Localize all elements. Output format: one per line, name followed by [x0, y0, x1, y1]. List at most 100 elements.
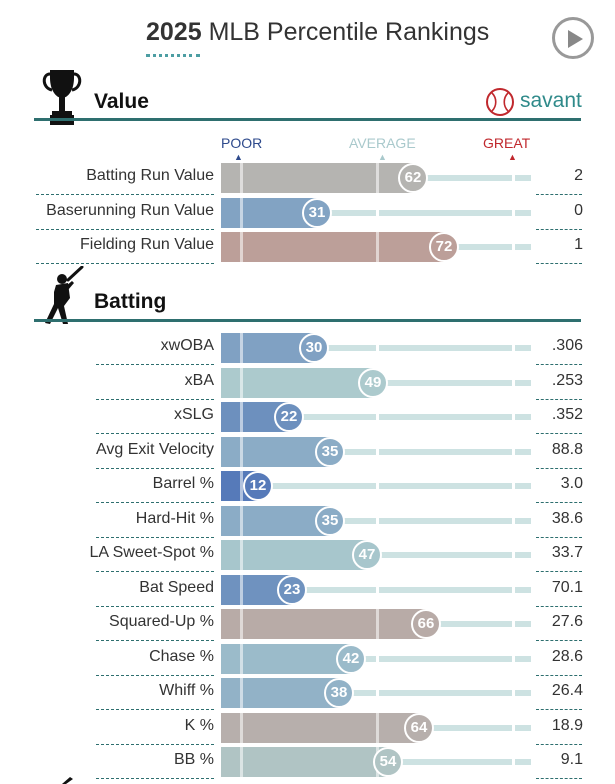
- metric-row[interactable]: Bat Speed 23 70.1: [0, 573, 615, 607]
- row-divider: [36, 194, 214, 195]
- percentile-badge: 30: [299, 333, 329, 363]
- metric-label: Baserunning Run Value: [46, 201, 214, 219]
- bar-tick: [240, 712, 243, 743]
- next-section-icon: [62, 777, 73, 784]
- track-tick: [512, 479, 515, 493]
- metric-row[interactable]: Fielding Run Value 72 1: [0, 230, 615, 264]
- bar-tick: [240, 232, 243, 262]
- percentile-badge: 49: [358, 367, 388, 398]
- percentile-badge: 23: [277, 574, 307, 605]
- metric-row[interactable]: Whiff % 38 26.4: [0, 676, 615, 710]
- track-tick: [512, 410, 515, 424]
- metric-label: Bat Speed: [139, 578, 214, 596]
- bar-tick: [240, 678, 243, 708]
- bar-tick: [240, 609, 243, 639]
- bar-tick: [240, 505, 243, 536]
- bar-tick: [240, 643, 243, 674]
- metric-row[interactable]: Avg Exit Velocity 35 88.8: [0, 435, 615, 469]
- metric-value: 28.6: [551, 647, 583, 665]
- row-divider: [96, 536, 214, 538]
- metric-row[interactable]: LA Sweet-Spot % 47 33.7: [0, 538, 615, 572]
- metric-label: Chase %: [149, 647, 214, 665]
- percentile-badge: 64: [404, 712, 434, 743]
- section-title-value: Value: [94, 90, 149, 113]
- percentile-bar: [221, 232, 444, 262]
- metric-value: 38.6: [551, 509, 583, 527]
- metric-value: 9.1: [560, 751, 583, 768]
- metric-row[interactable]: Baserunning Run Value 31 0: [0, 196, 615, 230]
- metric-row[interactable]: Chase % 42 28.6: [0, 642, 615, 676]
- row-divider: [96, 778, 214, 779]
- bar-tick: [240, 574, 243, 605]
- percentile-bar: [221, 609, 426, 639]
- metric-value: 26.4: [551, 682, 583, 699]
- bar-tick: [240, 471, 243, 501]
- row-divider: [536, 674, 582, 676]
- bar-tick: [240, 747, 243, 777]
- track-tick: [376, 513, 379, 528]
- great-arrow-icon: ▲: [508, 152, 517, 162]
- section-title-batting: Batting: [94, 290, 167, 313]
- metric-label: Squared-Up %: [109, 613, 214, 630]
- metric-row[interactable]: Barrel % 12 3.0: [0, 469, 615, 503]
- bar-tick: [240, 436, 243, 467]
- percentile-badge: 72: [429, 232, 459, 262]
- row-divider: [536, 228, 582, 230]
- percentile-bar: [221, 712, 419, 743]
- metric-row[interactable]: xwOBA 30 .306: [0, 331, 615, 365]
- poor-arrow-icon: ▲: [234, 152, 243, 162]
- bar-tick: [376, 712, 379, 743]
- track-tick: [376, 686, 379, 700]
- percentile-bar: [221, 436, 330, 467]
- row-divider: [536, 433, 582, 434]
- metric-label: xSLG: [173, 406, 214, 423]
- percentile-bar: [221, 747, 388, 777]
- play-button[interactable]: [552, 17, 594, 59]
- metric-value: .306: [551, 337, 583, 354]
- row-divider: [96, 364, 214, 365]
- metric-row[interactable]: xSLG 22 .352: [0, 400, 615, 434]
- track-tick: [376, 444, 379, 459]
- bar-tick: [240, 402, 243, 432]
- metric-row[interactable]: Batting Run Value 62 2: [0, 161, 615, 195]
- percentile-bar: [221, 367, 373, 398]
- track-tick: [512, 720, 515, 735]
- metric-row[interactable]: xBA 49 .253: [0, 366, 615, 400]
- bar-tick: [376, 163, 379, 193]
- track-tick: [512, 513, 515, 528]
- percentile-badge: 35: [315, 436, 345, 467]
- track-tick: [512, 205, 515, 220]
- row-divider: [96, 709, 214, 710]
- percentile-badge: 47: [352, 540, 382, 570]
- metric-value: 0: [574, 201, 583, 219]
- percentile-badge: 66: [411, 609, 441, 639]
- play-icon: [568, 30, 583, 48]
- page-header: 2025 MLB Percentile Rankings: [0, 0, 615, 66]
- metric-label: Barrel %: [152, 475, 214, 492]
- row-divider: [96, 398, 214, 400]
- row-divider: [536, 605, 582, 607]
- metric-value: 88.8: [551, 440, 583, 458]
- metric-label: Batting Run Value: [86, 167, 214, 184]
- row-divider: [96, 571, 214, 572]
- bar-tick: [376, 609, 379, 639]
- metric-row[interactable]: K % 64 18.9: [0, 711, 615, 745]
- section-header-value: Value: [0, 66, 615, 126]
- track-tick: [376, 651, 379, 666]
- metric-row[interactable]: Squared-Up % 66 27.6: [0, 607, 615, 641]
- row-divider: [96, 743, 214, 745]
- row-divider: [536, 743, 582, 745]
- percentile-badge: 54: [373, 747, 403, 777]
- row-divider: [36, 263, 214, 264]
- page-title: 2025 MLB Percentile Rankings: [146, 18, 489, 47]
- row-divider: [536, 194, 582, 195]
- percentile-badge: 31: [302, 197, 332, 228]
- scale-poor-label: POOR: [221, 135, 263, 151]
- metric-value: 18.9: [551, 716, 583, 734]
- metric-label: LA Sweet-Spot %: [89, 544, 214, 561]
- metric-row[interactable]: BB % 54 9.1: [0, 745, 615, 779]
- metric-row[interactable]: Hard-Hit % 35 38.6: [0, 504, 615, 538]
- row-divider: [536, 536, 582, 538]
- metric-value: 1: [574, 236, 583, 253]
- track-tick: [376, 341, 379, 355]
